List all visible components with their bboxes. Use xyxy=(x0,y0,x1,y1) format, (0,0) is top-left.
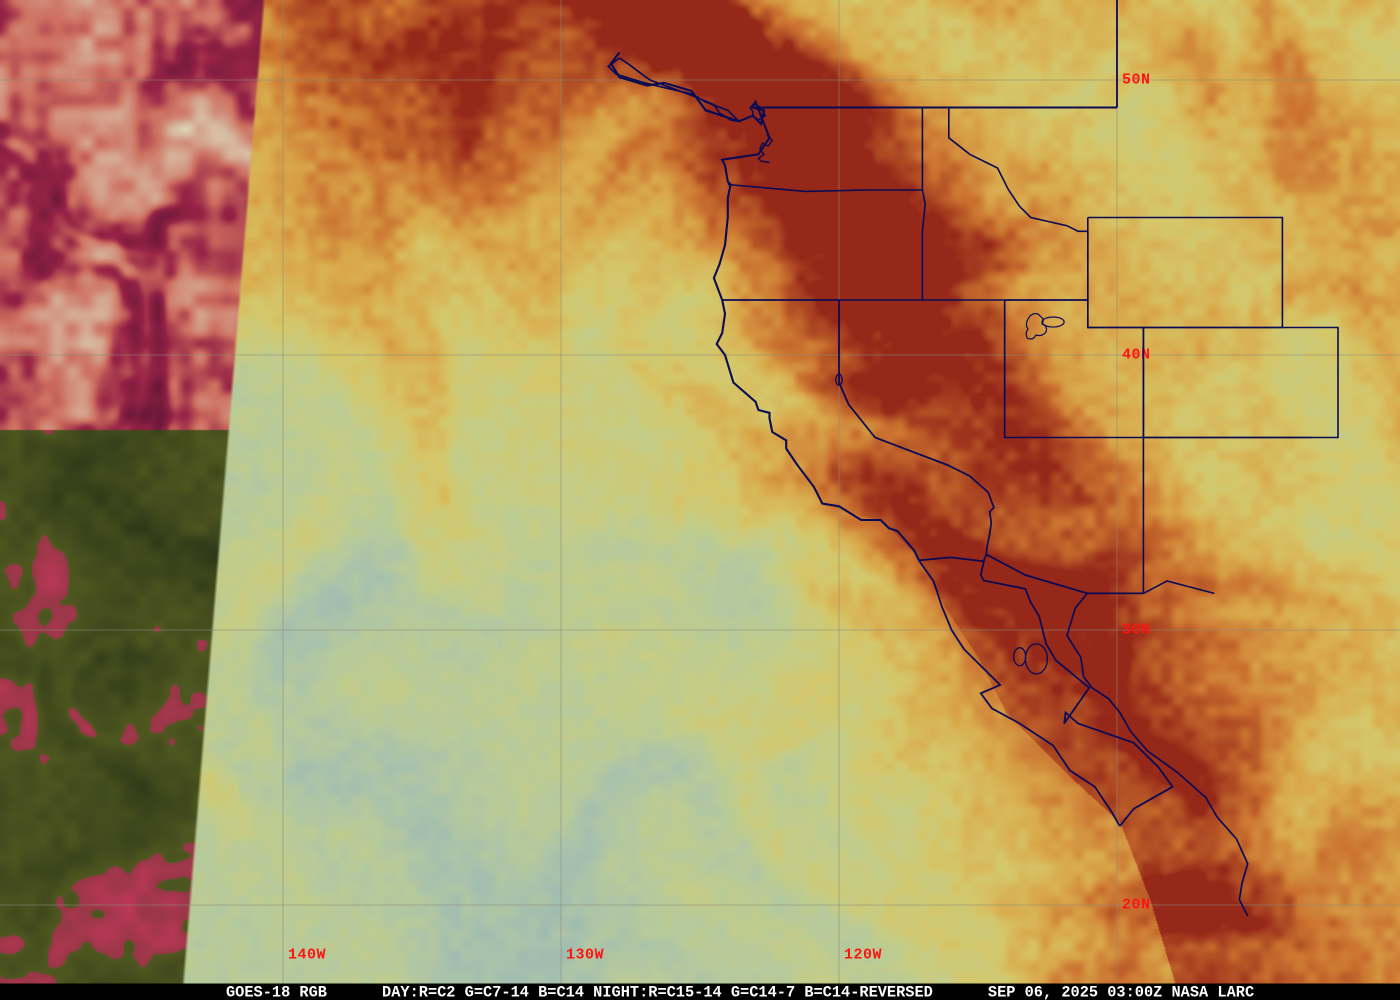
svg-text:40N: 40N xyxy=(1122,347,1151,364)
svg-text:30N: 30N xyxy=(1122,622,1151,639)
svg-text:20N: 20N xyxy=(1122,897,1151,914)
svg-text:130W: 130W xyxy=(566,947,604,964)
svg-text:GOES-18 RGB DAY:R=C2 G=C7: GOES-18 RGB DAY:R=C2 G=C7-14 B=C14 NIGHT… xyxy=(226,983,1254,1000)
svg-text:120W: 120W xyxy=(844,947,882,964)
svg-text:50N: 50N xyxy=(1122,72,1151,89)
svg-text:140W: 140W xyxy=(288,947,326,964)
